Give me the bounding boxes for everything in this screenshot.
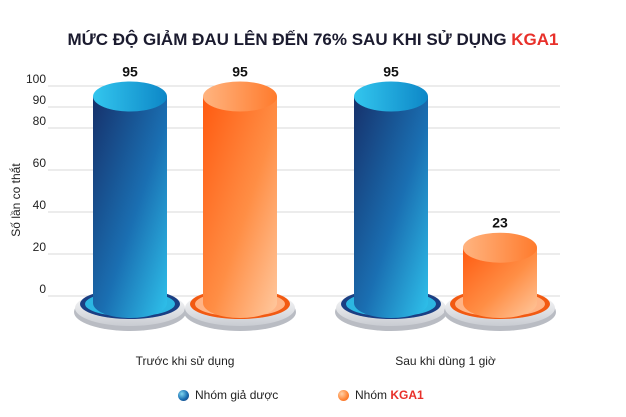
y-tick-label: 40: [33, 198, 47, 212]
bar-1-0: [354, 81, 428, 318]
bar-0-0-body: [93, 96, 167, 318]
data-label: 23: [492, 215, 508, 231]
bar-1-1: [463, 232, 537, 318]
y-tick-label: 60: [33, 156, 47, 170]
chart-title-brand: KGA1: [511, 30, 559, 49]
legend-item-placebo: Nhóm giả dược: [178, 388, 278, 402]
legend-item-kga1: Nhóm KGA1: [338, 388, 424, 402]
bar-0-0: [93, 81, 167, 318]
bar-1-0-cap: [354, 81, 428, 112]
chart-legend: Nhóm giả dược Nhóm KGA1: [0, 388, 626, 408]
bar-0-1-body: [203, 96, 277, 318]
y-tick-label: 90: [33, 93, 47, 107]
y-tick-label: 100: [26, 72, 46, 86]
bar-1-0-body: [354, 96, 428, 318]
legend-label-kga1: Nhóm KGA1: [355, 388, 424, 402]
data-label: 95: [232, 64, 248, 80]
x-category-label: Sau khi dùng 1 giờ: [395, 354, 496, 368]
y-tick-label: 80: [33, 114, 47, 128]
bar-1-1-body: [463, 247, 537, 318]
chart-title-main: MỨC ĐỘ GIẢM ĐAU LÊN ĐẾN 76% SAU KHI SỬ D…: [67, 30, 512, 49]
legend-label-placebo: Nhóm giả dược: [195, 388, 279, 402]
chart-title: MỨC ĐỘ GIẢM ĐAU LÊN ĐẾN 76% SAU KHI SỬ D…: [0, 30, 626, 50]
bar-0-1: [203, 81, 277, 318]
bar-0-0-cap: [93, 81, 167, 112]
y-tick-label: 0: [39, 282, 46, 296]
x-category-label: Trước khi sử dụng: [136, 354, 235, 368]
y-tick-label: 20: [33, 240, 47, 254]
legend-label-kga1-prefix: Nhóm: [355, 388, 391, 402]
bar-0-1-cap: [203, 81, 277, 112]
legend-swatch-orange: [338, 389, 349, 401]
bar-1-1-cap: [463, 232, 537, 263]
legend-swatch-blue: [178, 389, 189, 401]
data-label: 95: [383, 64, 399, 80]
data-label: 95: [122, 64, 138, 80]
legend-label-kga1-brand: KGA1: [390, 388, 424, 402]
